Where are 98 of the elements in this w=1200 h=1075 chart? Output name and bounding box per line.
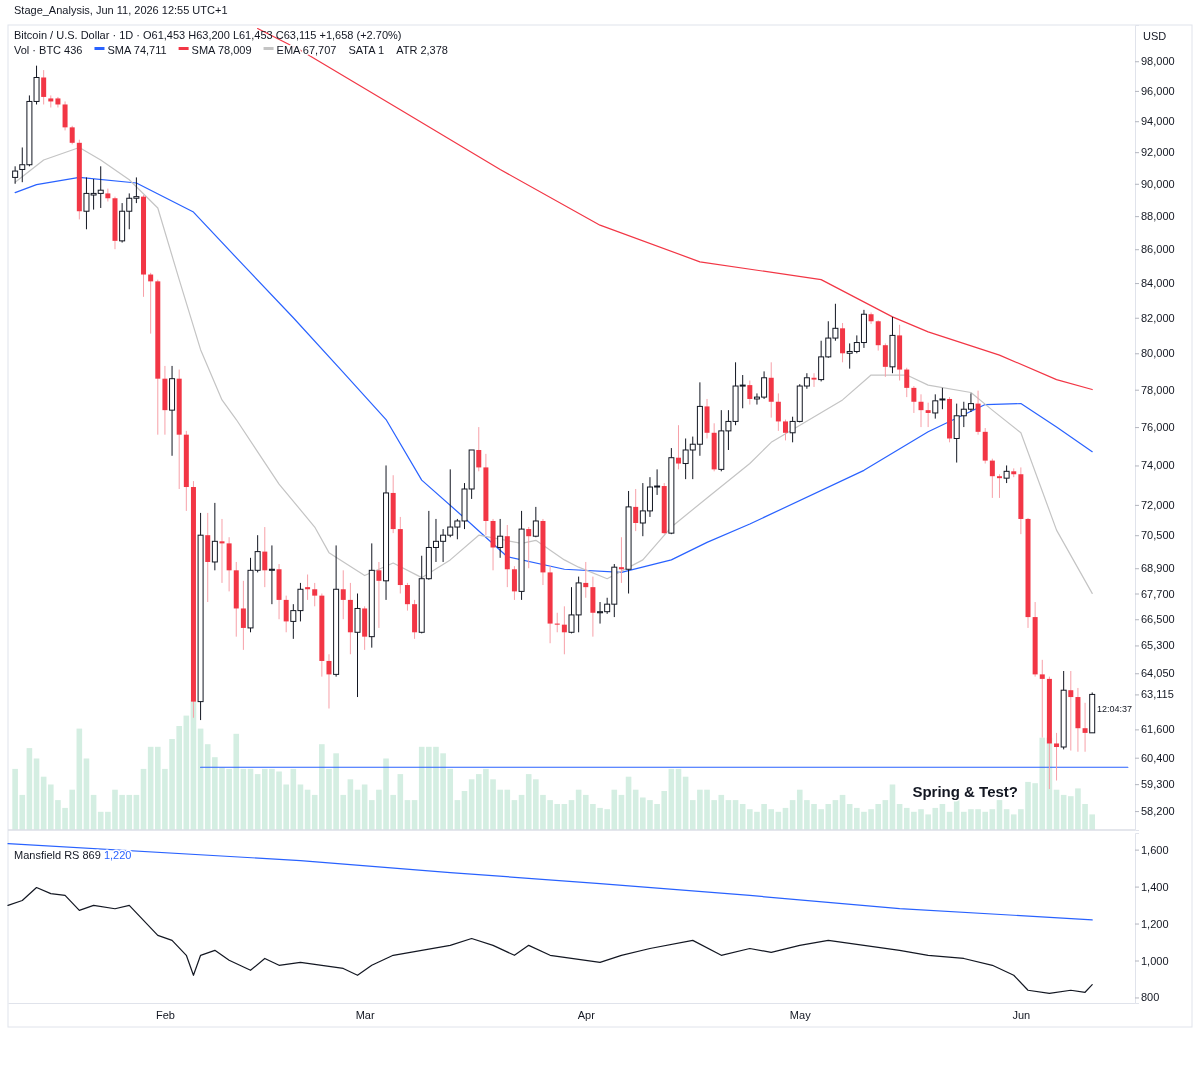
annotation: 12:04:37 [1096, 704, 1132, 714]
y-tick-label: 61,600 [1141, 723, 1175, 736]
y-tick-label: 96,000 [1141, 84, 1175, 97]
x-tick-label: Apr [577, 1009, 596, 1022]
candlestick [1068, 670, 1074, 752]
annotation: ATR 2,378 [396, 44, 448, 56]
y-tick-label: 88,000 [1141, 210, 1175, 223]
y-tick-label: 59,300 [1141, 778, 1175, 791]
y-tick-label: 60,400 [1141, 751, 1175, 764]
candlestick [211, 502, 218, 571]
candlestick [240, 580, 246, 651]
candlestick [633, 488, 639, 532]
y-tick-label: 74,000 [1141, 459, 1175, 472]
x-tick-label: Feb [155, 1009, 175, 1022]
legend-title: Mansfield RS [14, 849, 83, 861]
candlestick [675, 424, 681, 470]
y-tick-label: 70,500 [1141, 529, 1175, 542]
candlestick [497, 518, 504, 559]
line-series [7, 886, 1093, 994]
y-tick-label: 76,000 [1141, 421, 1175, 434]
candlestick [554, 612, 560, 633]
candlestick [69, 125, 75, 145]
annotation: SATA 1 [348, 44, 385, 56]
y-tick-label: 65,300 [1141, 639, 1175, 652]
candlestick [868, 311, 874, 325]
candlestick [782, 419, 788, 441]
annotation: Spring & Test? [912, 783, 1018, 800]
candlestick [1082, 702, 1088, 753]
candlestick [996, 473, 1002, 499]
annotation: Vol · BTC 436 [14, 44, 83, 56]
candlestick [882, 342, 888, 378]
candlestick [354, 593, 361, 698]
candlestick [875, 319, 881, 352]
x-tick-label: May [789, 1009, 812, 1022]
candlestick [768, 361, 774, 419]
candlestick [532, 506, 539, 538]
candlestick [219, 518, 225, 584]
candlestick [476, 426, 482, 472]
candlestick [911, 385, 917, 414]
x-tick-label: Mar [355, 1009, 375, 1022]
candlestick [283, 595, 289, 633]
candlestick [511, 565, 517, 601]
candlestick [404, 582, 410, 612]
candlestick [918, 393, 924, 428]
line-series [7, 843, 1093, 921]
y-tick-label: 58,200 [1141, 805, 1175, 818]
y-tick-label: 68,900 [1141, 562, 1175, 575]
legend-label: EMA 67,707 [276, 44, 337, 56]
candlestick [268, 544, 275, 605]
y-tick-label: 80,000 [1141, 347, 1175, 360]
candlestick [326, 653, 332, 710]
candlestick [747, 380, 753, 406]
y-tick-label: 94,000 [1141, 115, 1175, 128]
candlestick [12, 165, 19, 185]
candlestick [305, 574, 311, 601]
legend-label: SMA 78,009 [191, 44, 252, 56]
y-axis-title: USD [1143, 30, 1167, 42]
y-tick-label: 63,115 [1141, 688, 1174, 701]
candlestick [62, 100, 68, 131]
candlestick [105, 188, 111, 202]
candlestick [340, 569, 346, 620]
y-tick-label: 800 [1141, 991, 1160, 1004]
text: 869 [82, 849, 104, 861]
candlestick [989, 458, 995, 499]
candlestick [41, 69, 47, 105]
y-tick-label: 66,500 [1141, 613, 1175, 626]
y-tick-label: 1,000 [1141, 954, 1169, 967]
candlestick [262, 526, 268, 588]
candlestick [811, 372, 817, 388]
y-tick-label: 92,000 [1141, 146, 1175, 159]
x-tick-label: Jun [1012, 1009, 1031, 1022]
y-tick-label: 1,600 [1141, 843, 1169, 856]
candlestick [376, 561, 382, 629]
candlestick [925, 402, 931, 428]
candlestick [526, 526, 532, 569]
chart-title: Bitcoin / U.S. Dollar · 1D · O61,453 H63,200 L61,453 C63,115 +1,658 (+2.70%) [14, 29, 402, 41]
candlestick [583, 561, 589, 599]
candlestick [618, 536, 624, 584]
legend-label: SMA 74,711 [107, 44, 167, 56]
y-tick-label: 72,000 [1141, 498, 1175, 511]
y-tick-label: 82,000 [1141, 311, 1175, 324]
candlestick [775, 392, 781, 432]
y-tick-label: 86,000 [1141, 243, 1175, 256]
y-tick-label: 64,050 [1141, 667, 1175, 680]
text: Stage_Analysis, Jun 11, 2026 12:55 UTC+1 [14, 4, 228, 16]
y-tick-label: 1,400 [1141, 880, 1169, 893]
candlestick [904, 367, 910, 398]
y-tick-label: 84,000 [1141, 277, 1175, 290]
y-tick-label: 98,000 [1141, 55, 1175, 68]
candlestick [1054, 732, 1060, 782]
y-tick-label: 90,000 [1141, 177, 1175, 190]
candlestick [55, 96, 61, 108]
series-label: 1,220 [103, 849, 132, 861]
y-tick-label: 1,200 [1141, 917, 1169, 930]
candlestick [312, 582, 318, 607]
y-tick-label: 78,000 [1141, 383, 1175, 396]
y-tick-label: 67,700 [1141, 587, 1175, 600]
candlestick [561, 605, 567, 655]
